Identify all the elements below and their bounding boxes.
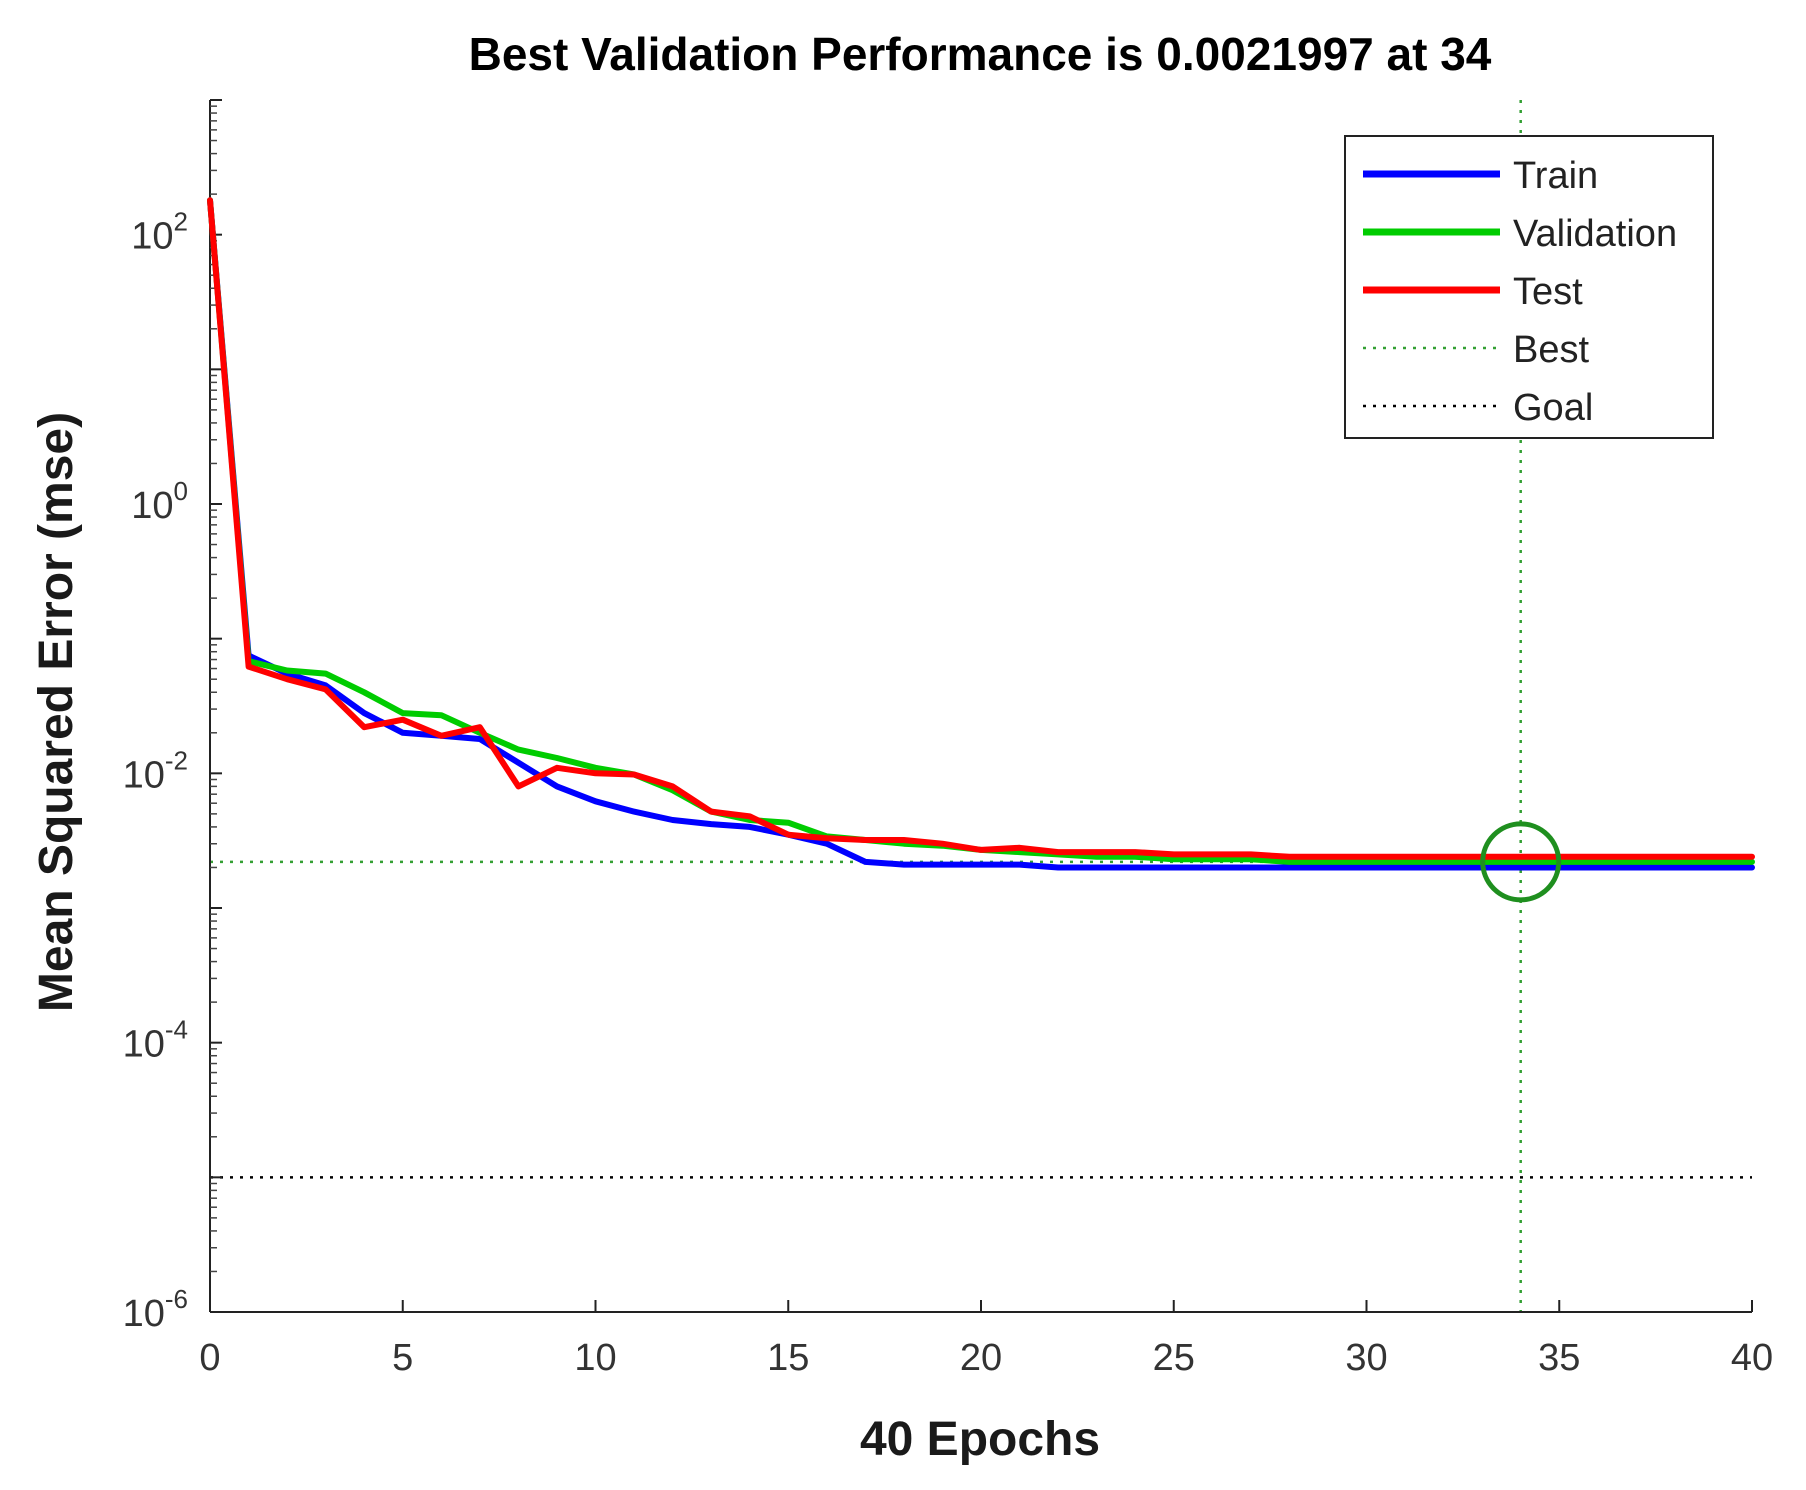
marker-layer: [1480, 821, 1562, 903]
legend: Train Validation Test Best Goal: [1344, 135, 1714, 439]
series-layer: [207, 197, 1755, 871]
y-tick-label: 10-6: [123, 1284, 188, 1335]
series-line-test: [207, 197, 1755, 860]
x-tick-label: 30: [1345, 1337, 1387, 1379]
x-tick-label: 0: [199, 1337, 220, 1379]
axes: 0 5 10 15 20 25 30 35 40 10-6 10-4 10-2 100 102: [123, 99, 1773, 1379]
y-tick-label: 10-2: [123, 745, 188, 796]
y-tick-label: 100: [131, 476, 188, 527]
x-tick-label: 15: [767, 1337, 809, 1379]
legend-label-test: Test: [1513, 271, 1583, 313]
legend-label-best: Best: [1513, 329, 1589, 371]
best-marker: [1480, 821, 1562, 903]
y-axis-label: Mean Squared Error (mse): [30, 412, 83, 1012]
x-tick-label: 25: [1153, 1337, 1195, 1379]
x-axis-label: 40 Epochs: [860, 1413, 1100, 1466]
y-tick-label: 10-4: [123, 1015, 188, 1066]
y-tick-label: 102: [131, 207, 188, 258]
x-tick-label: 20: [960, 1337, 1002, 1379]
x-tick-label: 35: [1538, 1337, 1580, 1379]
legend-label-goal: Goal: [1513, 387, 1593, 429]
series-line-train: [207, 197, 1755, 871]
legend-label-validation: Validation: [1513, 213, 1677, 255]
x-tick-label: 40: [1731, 1337, 1773, 1379]
x-tick-label: 5: [392, 1337, 413, 1379]
x-tick-label: 10: [574, 1337, 616, 1379]
chart-title: Best Validation Performance is 0.0021997…: [469, 28, 1492, 80]
legend-label-train: Train: [1513, 155, 1598, 197]
